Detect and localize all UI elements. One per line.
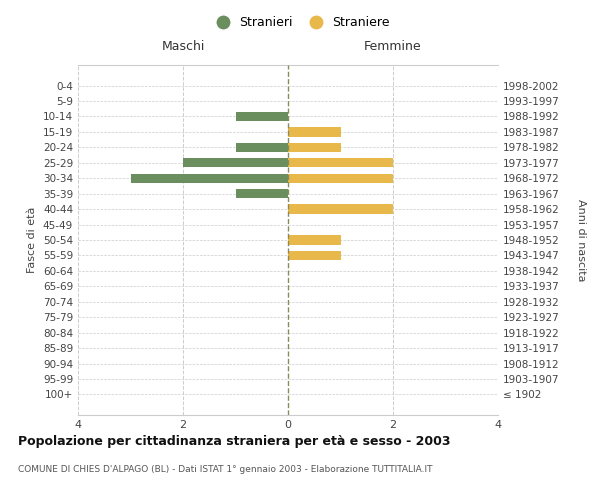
Bar [288,174,393,183]
Text: COMUNE DI CHIES D'ALPAGO (BL) - Dati ISTAT 1° gennaio 2003 - Elaborazione TUTTIT: COMUNE DI CHIES D'ALPAGO (BL) - Dati IST… [18,465,433,474]
Bar [288,158,393,168]
Bar [183,158,288,168]
Legend: Stranieri, Straniere: Stranieri, Straniere [206,11,394,34]
Bar [288,127,341,136]
Bar [288,236,341,244]
Bar [235,142,288,152]
Text: Femmine: Femmine [364,40,422,52]
Text: Popolazione per cittadinanza straniera per età e sesso - 2003: Popolazione per cittadinanza straniera p… [18,435,451,448]
Y-axis label: Fasce di età: Fasce di età [28,207,37,273]
Y-axis label: Anni di nascita: Anni di nascita [576,198,586,281]
Bar [130,174,288,183]
Bar [288,204,393,214]
Bar [235,112,288,121]
Text: Maschi: Maschi [161,40,205,52]
Bar [235,189,288,198]
Bar [288,251,341,260]
Bar [288,142,341,152]
